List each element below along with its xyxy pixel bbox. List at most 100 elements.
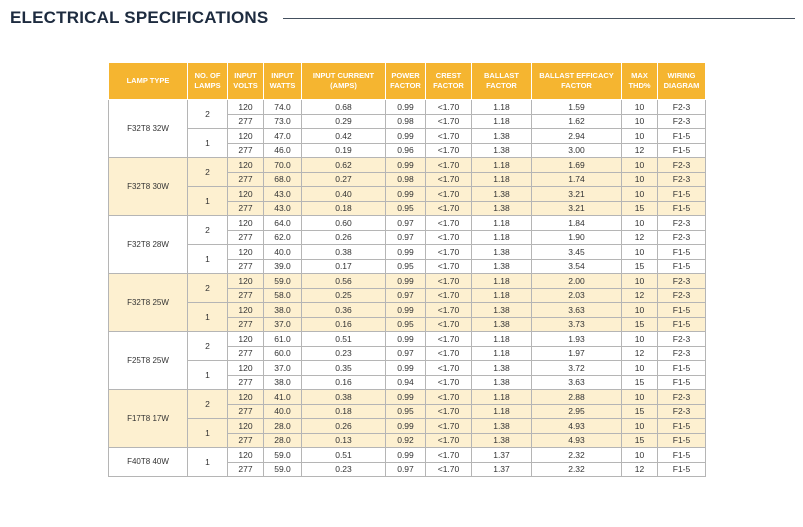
cell: 0.99 xyxy=(385,244,426,260)
cell: 0.97 xyxy=(385,345,426,361)
spec-table: LAMP TYPE NO. OF LAMPS INPUT VOLTS INPUT WA… xyxy=(108,63,706,477)
table-row: 277 40.0 0.18 0.95 <1.70 1.18 2.95 15 F2-3 xyxy=(109,403,706,419)
cell: 0.42 xyxy=(301,128,386,144)
cell: 59.0 xyxy=(263,461,302,477)
cell: 120 xyxy=(227,360,264,376)
cell: 1.18 xyxy=(471,113,532,129)
cell: 40.0 xyxy=(263,403,302,419)
lamp-type: F32T8 25W xyxy=(108,273,188,332)
cell: F2-3 xyxy=(657,215,706,231)
cell: 10 xyxy=(621,331,658,347)
cell: F2-3 xyxy=(657,229,706,245)
cell: F1-5 xyxy=(657,258,706,274)
cell: 37.0 xyxy=(263,360,302,376)
cell: F1-5 xyxy=(657,128,706,144)
cell: 0.26 xyxy=(301,229,386,245)
cell: 28.0 xyxy=(263,432,302,448)
cell: 58.0 xyxy=(263,287,302,303)
cell: F1-5 xyxy=(657,432,706,448)
cell: 0.16 xyxy=(301,316,386,332)
cell: 2.00 xyxy=(531,273,622,289)
lamp-count: 1 xyxy=(187,128,228,158)
cell: 277 xyxy=(227,229,264,245)
column-header: LAMP TYPE xyxy=(108,63,188,100)
cell: 15 xyxy=(621,316,658,332)
cell: 4.93 xyxy=(531,432,622,448)
cell: 60.0 xyxy=(263,345,302,361)
table-row: F25T8 25W 2 120 61.0 0.51 0.99 <1.70 1.18 1.93 10… xyxy=(108,331,706,390)
lamp-count: 2 xyxy=(187,331,228,361)
cell: 1.38 xyxy=(471,244,532,260)
table-row: 1 120 40.0 0.38 0.99 <1.70 1.38 3.45 10 F1-5 xyxy=(109,244,706,274)
cell: 0.99 xyxy=(385,447,426,463)
lamp-type: F17T8 17W xyxy=(108,389,188,448)
cell: 120 xyxy=(227,128,264,144)
cell: 0.68 xyxy=(301,99,386,115)
cell: <1.70 xyxy=(425,403,472,419)
column-header: BALLAST FACTOR xyxy=(471,63,532,100)
cell: 15 xyxy=(621,200,658,216)
cell: 0.38 xyxy=(301,389,386,405)
cell: 277 xyxy=(227,258,264,274)
cell: 0.97 xyxy=(385,215,426,231)
cell: 41.0 xyxy=(263,389,302,405)
column-header: POWER FACTOR xyxy=(385,63,426,100)
cell: <1.70 xyxy=(425,389,472,405)
cell: <1.70 xyxy=(425,461,472,477)
cell: 0.25 xyxy=(301,287,386,303)
cell: 0.51 xyxy=(301,331,386,347)
cell: 0.94 xyxy=(385,374,426,390)
cell: <1.70 xyxy=(425,142,472,158)
cell: 1.38 xyxy=(471,186,532,202)
cell: 1.62 xyxy=(531,113,622,129)
cell: 1.18 xyxy=(471,157,532,173)
cell: 1.38 xyxy=(471,258,532,274)
cell: 0.96 xyxy=(385,142,426,158)
header-row: LAMP TYPE NO. OF LAMPS INPUT VOLTS INPUT WA… xyxy=(108,63,706,100)
cell: <1.70 xyxy=(425,374,472,390)
cell: 2.32 xyxy=(531,461,622,477)
cell: 1.18 xyxy=(471,99,532,115)
table-row: 277 58.0 0.25 0.97 <1.70 1.18 2.03 12 F2-3 xyxy=(109,287,706,303)
cell: F1-5 xyxy=(657,374,706,390)
cell: 1.38 xyxy=(471,128,532,144)
table-row: 1 120 38.0 0.36 0.99 <1.70 1.38 3.63 10 F1-5 xyxy=(109,302,706,332)
cell: 0.40 xyxy=(301,186,386,202)
cell: 0.29 xyxy=(301,113,386,129)
cell: 12 xyxy=(621,229,658,245)
cell: <1.70 xyxy=(425,215,472,231)
cell: F2-3 xyxy=(657,389,706,405)
cell: 120 xyxy=(227,302,264,318)
lamp-count: 1 xyxy=(187,447,228,477)
cell: 1.37 xyxy=(471,447,532,463)
cell: 0.95 xyxy=(385,258,426,274)
cell: 3.63 xyxy=(531,374,622,390)
lamp-type: F40T8 40W xyxy=(108,447,188,477)
table-row: 277 62.0 0.26 0.97 <1.70 1.18 1.90 12 F2-3 xyxy=(109,229,706,245)
cell: 38.0 xyxy=(263,302,302,318)
title: ELECTRICAL SPECIFICATIONS xyxy=(10,8,269,27)
cell: 2.32 xyxy=(531,447,622,463)
cell: 120 xyxy=(227,99,264,115)
cell: 0.56 xyxy=(301,273,386,289)
cell: 0.95 xyxy=(385,403,426,419)
cell: 120 xyxy=(227,215,264,231)
cell: 0.17 xyxy=(301,258,386,274)
cell: 0.19 xyxy=(301,142,386,158)
cell: 1.69 xyxy=(531,157,622,173)
cell: 43.0 xyxy=(263,200,302,216)
cell: 0.18 xyxy=(301,403,386,419)
cell: 2.94 xyxy=(531,128,622,144)
cell: 0.38 xyxy=(301,244,386,260)
cell: 0.99 xyxy=(385,418,426,434)
cell: 1.18 xyxy=(471,171,532,187)
cell: 0.51 xyxy=(301,447,386,463)
cell: 120 xyxy=(227,389,264,405)
cell: <1.70 xyxy=(425,128,472,144)
cell: 2.95 xyxy=(531,403,622,419)
table-row: 1 120 47.0 0.42 0.99 <1.70 1.38 2.94 10 F1-5 xyxy=(109,128,706,158)
cell: 4.93 xyxy=(531,418,622,434)
cell: 1.37 xyxy=(471,461,532,477)
cell: 120 xyxy=(227,331,264,347)
cell: 277 xyxy=(227,461,264,477)
